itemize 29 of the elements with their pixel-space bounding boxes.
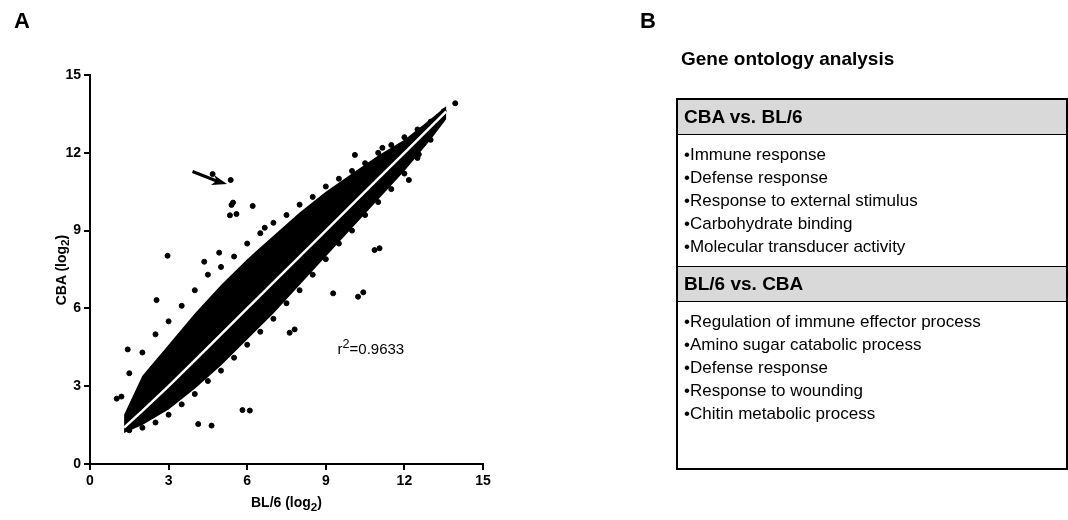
text: •Defense response [684, 167, 829, 189]
x-tick-label: 12 [396, 472, 413, 489]
text: •Molecular transducer activity [684, 236, 907, 258]
x-axis-title: BL/6 (log$_{2}$) [250, 494, 323, 513]
category-label: BL/6 vs. CBA [678, 266, 1066, 302]
y-tick-label: 0 [73, 454, 82, 471]
x-tick-label: 0 [86, 472, 95, 489]
text: •Response to wounding [684, 380, 864, 402]
x-tick-label: 3 [164, 472, 173, 489]
y-tick-label: 6 [73, 299, 82, 316]
text: •Regulation of immune effector process [684, 311, 982, 333]
x-tick-label: 9 [321, 472, 330, 489]
y-tick-label: 15 [65, 65, 82, 82]
x-tick-label: 6 [243, 472, 252, 489]
category-label: CBA vs. BL/6 [678, 100, 1066, 135]
x-tick-label: 15 [475, 472, 491, 489]
text: •Chitin metabolic process [684, 403, 877, 425]
text: •Immune response [684, 144, 828, 166]
y-tick-label: 3 [73, 377, 82, 394]
text: Gene ontology analysis [681, 48, 895, 70]
text: •Carbohydrate binding [684, 213, 854, 235]
text: •Defense response [684, 357, 829, 379]
y-tick-label: 9 [73, 221, 82, 238]
text: •Amino sugar catabolic process [684, 334, 923, 356]
annotation: r$^{2}$=0.9633 [337, 337, 405, 358]
text: B [640, 8, 656, 34]
text: A [14, 8, 30, 34]
text: •Response to external stimulus [684, 190, 919, 212]
y-tick-label: 12 [65, 143, 82, 160]
